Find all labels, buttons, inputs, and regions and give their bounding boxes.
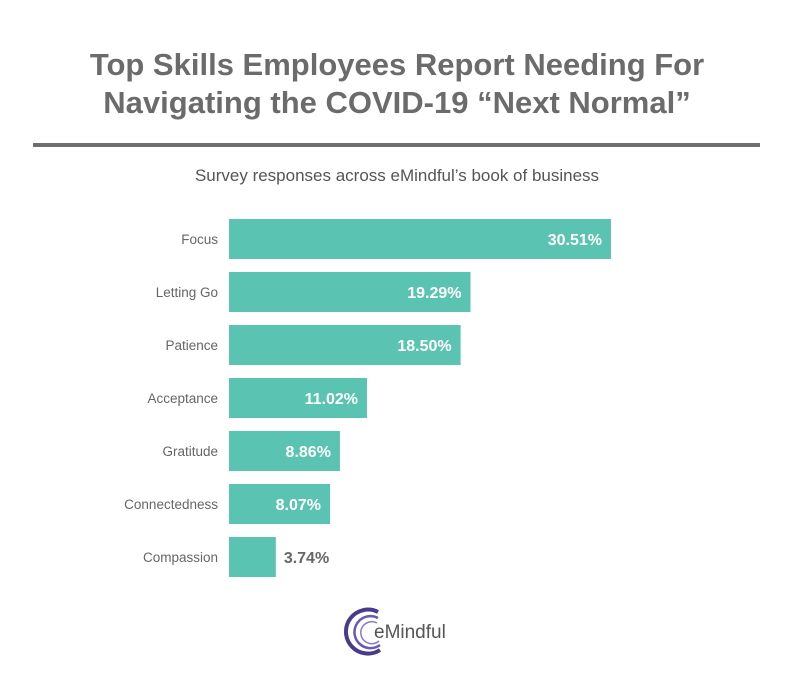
logo-text: eMindful [374, 622, 446, 643]
category-label: Patience [165, 338, 218, 353]
bar-letting-go [229, 272, 471, 312]
value-label: 18.50% [397, 338, 451, 355]
bar-compassion [229, 537, 276, 577]
value-label: 30.51% [548, 232, 602, 249]
category-label: Connectedness [124, 497, 218, 512]
bar-gratitude [229, 431, 340, 471]
category-label: Letting Go [156, 285, 218, 300]
value-label: 8.07% [276, 497, 321, 514]
value-label: 11.02% [305, 391, 358, 408]
divider [33, 143, 760, 147]
category-label: Acceptance [147, 391, 218, 406]
bar-acceptance [229, 378, 367, 418]
bar-patience [229, 325, 461, 365]
title-line-2: Navigating the COVID-19 “Next Normal” [103, 85, 691, 120]
category-label: Compassion [143, 550, 218, 565]
value-label: 8.86% [286, 444, 331, 461]
subtitle: Survey responses across eMindful’s book … [194, 166, 600, 185]
bar-connectedness [229, 484, 331, 524]
category-label: Gratitude [162, 444, 218, 459]
bar-focus [229, 219, 611, 259]
category-label: Focus [181, 232, 218, 247]
value-label: 19.29% [407, 285, 461, 302]
value-label: 3.74% [284, 550, 329, 567]
title-line-1: Top Skills Employees Report Needing For [89, 47, 705, 82]
